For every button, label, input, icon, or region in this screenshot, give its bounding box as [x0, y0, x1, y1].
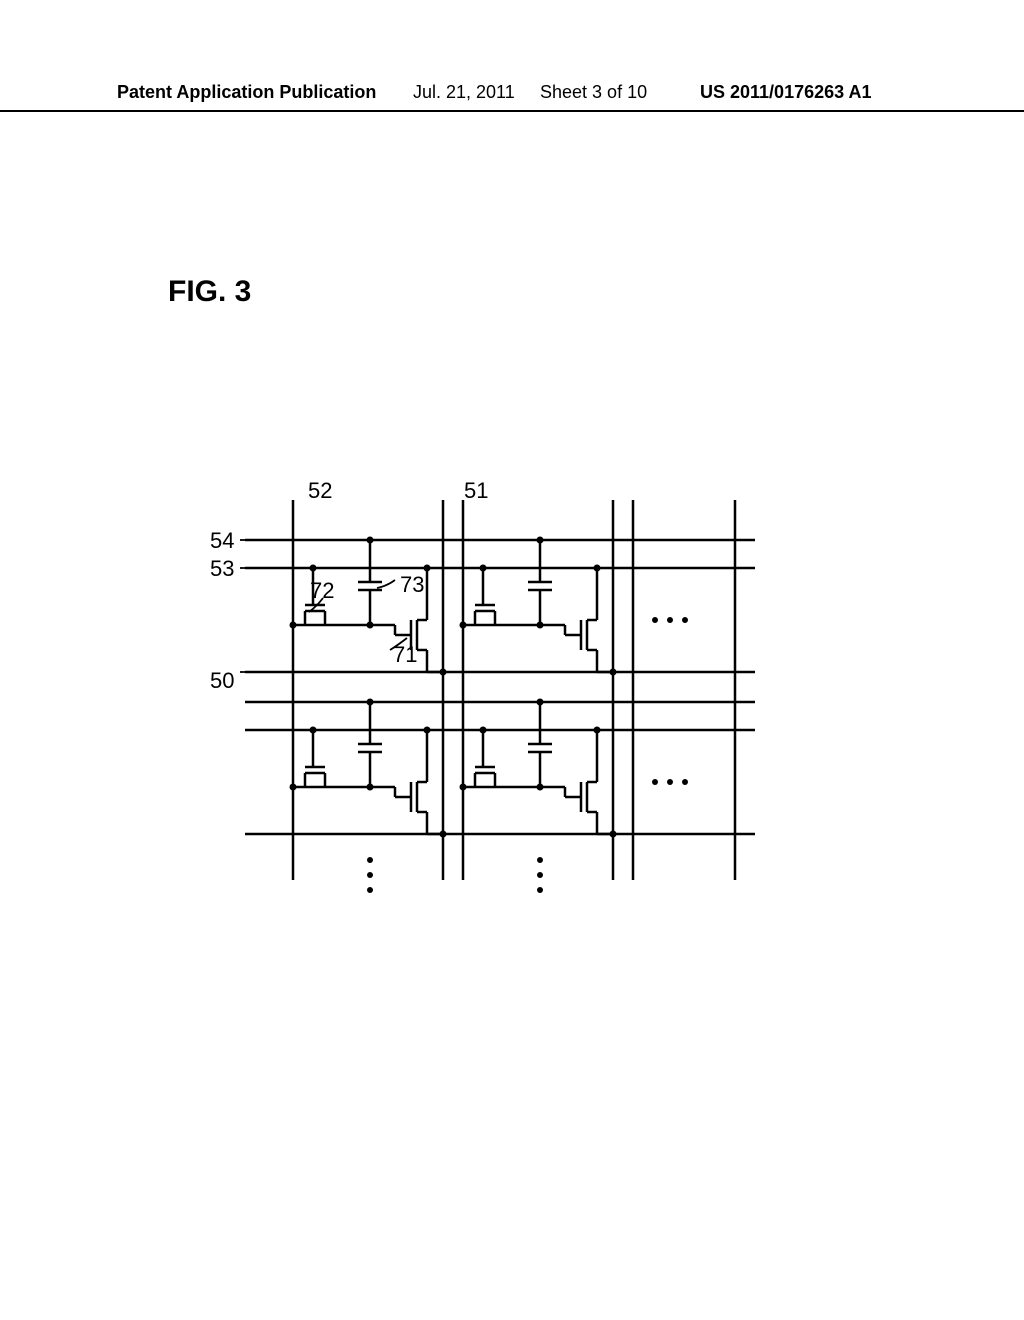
page-header: Patent Application Publication Jul. 21, … — [0, 82, 1024, 112]
sheet-text: Sheet 3 of 10 — [540, 82, 647, 103]
patent-number-text: US 2011/0176263 A1 — [700, 82, 871, 103]
publication-text: Patent Application Publication — [117, 82, 376, 103]
date-text: Jul. 21, 2011 — [413, 82, 515, 103]
circuit-diagram — [215, 490, 755, 900]
figure-label: FIG. 3 — [168, 275, 251, 309]
circuit-svg — [215, 490, 775, 910]
